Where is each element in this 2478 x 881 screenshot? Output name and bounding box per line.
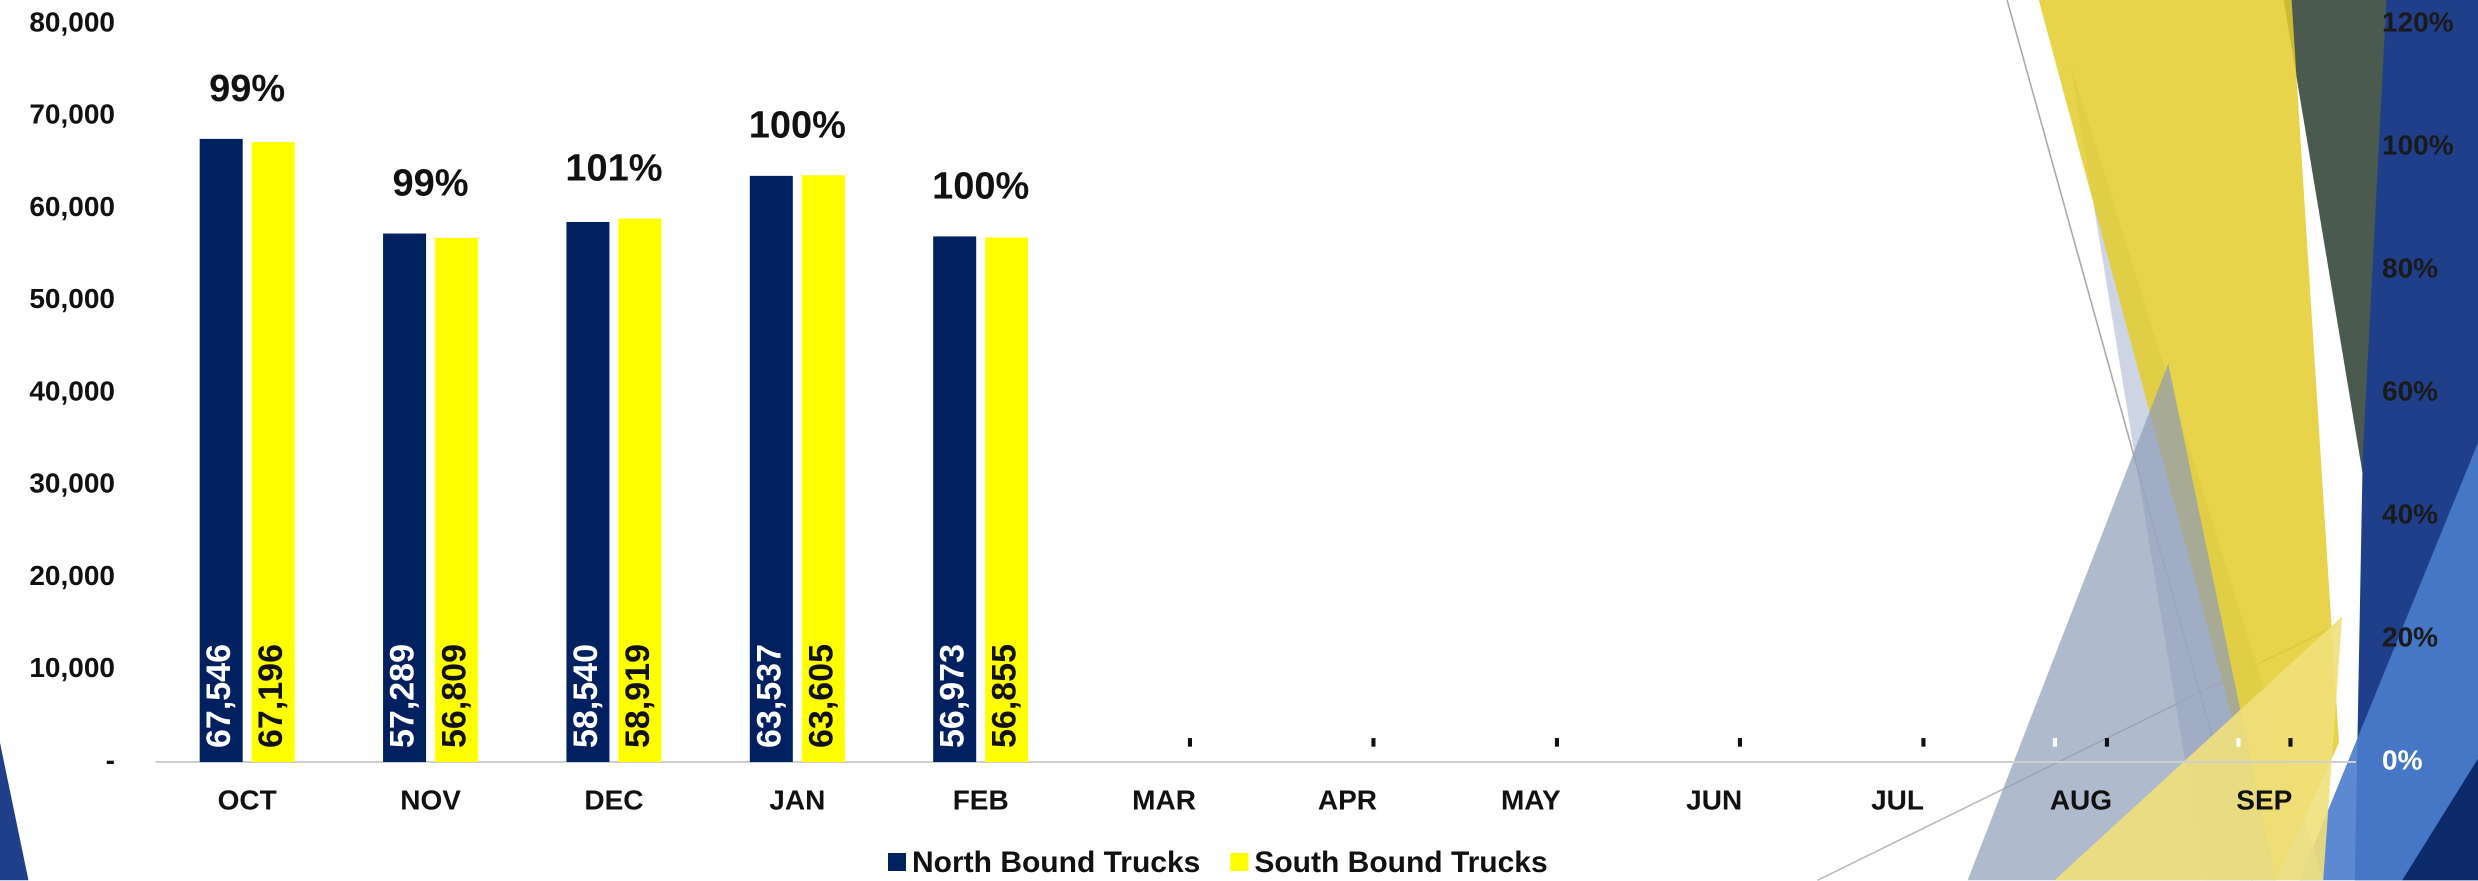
bar — [618, 218, 662, 762]
legend: North Bound Trucks South Bound Trucks — [888, 846, 1548, 879]
x-tick-label: FEB — [953, 784, 1009, 815]
x-tick-label: SEP — [2236, 784, 2292, 815]
legend-swatch — [888, 853, 906, 871]
bar-value-label: 58,919 — [619, 644, 657, 748]
y-tick-label: 30,000 — [29, 468, 115, 499]
x-tick-label: APR — [1318, 784, 1377, 815]
x-tick-label: OCT — [218, 784, 277, 815]
bar-value-label: - — [1352, 737, 1390, 748]
bar-value-label: 67,196 — [252, 644, 290, 748]
percent-label: 101% — [565, 148, 662, 190]
bar — [801, 175, 845, 762]
legend-swatch — [1230, 853, 1249, 871]
bar — [985, 237, 1029, 762]
legend-label: South Bound Trucks — [1254, 846, 1547, 879]
y2-tick-label: 100% — [2382, 129, 2454, 160]
x-tick-label: JAN — [769, 784, 825, 815]
percent-label: 100% — [932, 165, 1029, 207]
bar-value-label: - — [1484, 737, 1522, 748]
y-tick-label: - — [106, 744, 115, 775]
bar — [199, 138, 243, 762]
y2-tick-label: 0% — [2382, 744, 2423, 775]
y-tick-label: 70,000 — [29, 99, 115, 130]
bar-value-label: 67,546 — [200, 644, 238, 748]
y2-tick-label: 120% — [2382, 6, 2454, 37]
bar-value-label: - — [1117, 737, 1155, 748]
bar-value-label: - — [2034, 737, 2072, 748]
bar — [435, 237, 479, 762]
y2-tick-label: 20% — [2382, 621, 2438, 652]
percent-label: 99% — [393, 163, 469, 205]
bar-value-label: - — [1719, 737, 1757, 748]
x-tick-label: DEC — [584, 784, 643, 815]
legend-label: North Bound Trucks — [912, 846, 1200, 879]
bar-value-label: - — [1300, 737, 1338, 748]
bar — [933, 236, 977, 762]
bar — [566, 221, 610, 762]
x-tick-label: JUL — [1871, 784, 1924, 815]
x-tick-label: JUN — [1686, 784, 1742, 815]
y-tick-label: 50,000 — [29, 283, 115, 314]
bar-value-label: - — [1903, 737, 1941, 748]
bar-value-label: - — [1169, 737, 1207, 748]
x-tick-label: NOV — [400, 784, 461, 815]
bar — [383, 233, 427, 762]
bar — [251, 142, 295, 763]
bar-value-label: 58,540 — [567, 644, 605, 748]
bar-value-label: - — [2217, 737, 2255, 748]
y2-tick-label: 80% — [2382, 252, 2438, 283]
bar-value-label: 56,809 — [436, 644, 474, 748]
bar-value-label: 56,855 — [986, 644, 1024, 748]
bar — [749, 175, 793, 763]
bar-value-label: 56,973 — [934, 644, 972, 748]
y-tick-label: 80,000 — [29, 6, 115, 37]
bar-value-label: - — [2086, 737, 2124, 748]
y-tick-label: 60,000 — [29, 191, 115, 222]
y2-tick-label: 60% — [2382, 375, 2438, 406]
y-tick-label: 10,000 — [29, 652, 115, 683]
y-tick-label: 40,000 — [29, 375, 115, 406]
bar-value-label: - — [1536, 737, 1574, 748]
x-tick-label: AUG — [2050, 784, 2112, 815]
bar-value-label: 63,537 — [750, 644, 788, 748]
x-tick-label: MAY — [1501, 784, 1561, 815]
y-tick-label: 20,000 — [29, 560, 115, 591]
x-tick-label: MAR — [1132, 784, 1196, 815]
bar-value-label: - — [1667, 737, 1705, 748]
percent-label: 99% — [209, 68, 285, 110]
y2-tick-label: 40% — [2382, 498, 2438, 529]
bar-value-label: - — [2269, 737, 2307, 748]
percent-label: 100% — [749, 104, 846, 146]
bar-value-label: 57,289 — [384, 644, 422, 748]
bar-value-label: - — [1851, 737, 1889, 748]
bar-value-label: 63,605 — [802, 644, 840, 748]
